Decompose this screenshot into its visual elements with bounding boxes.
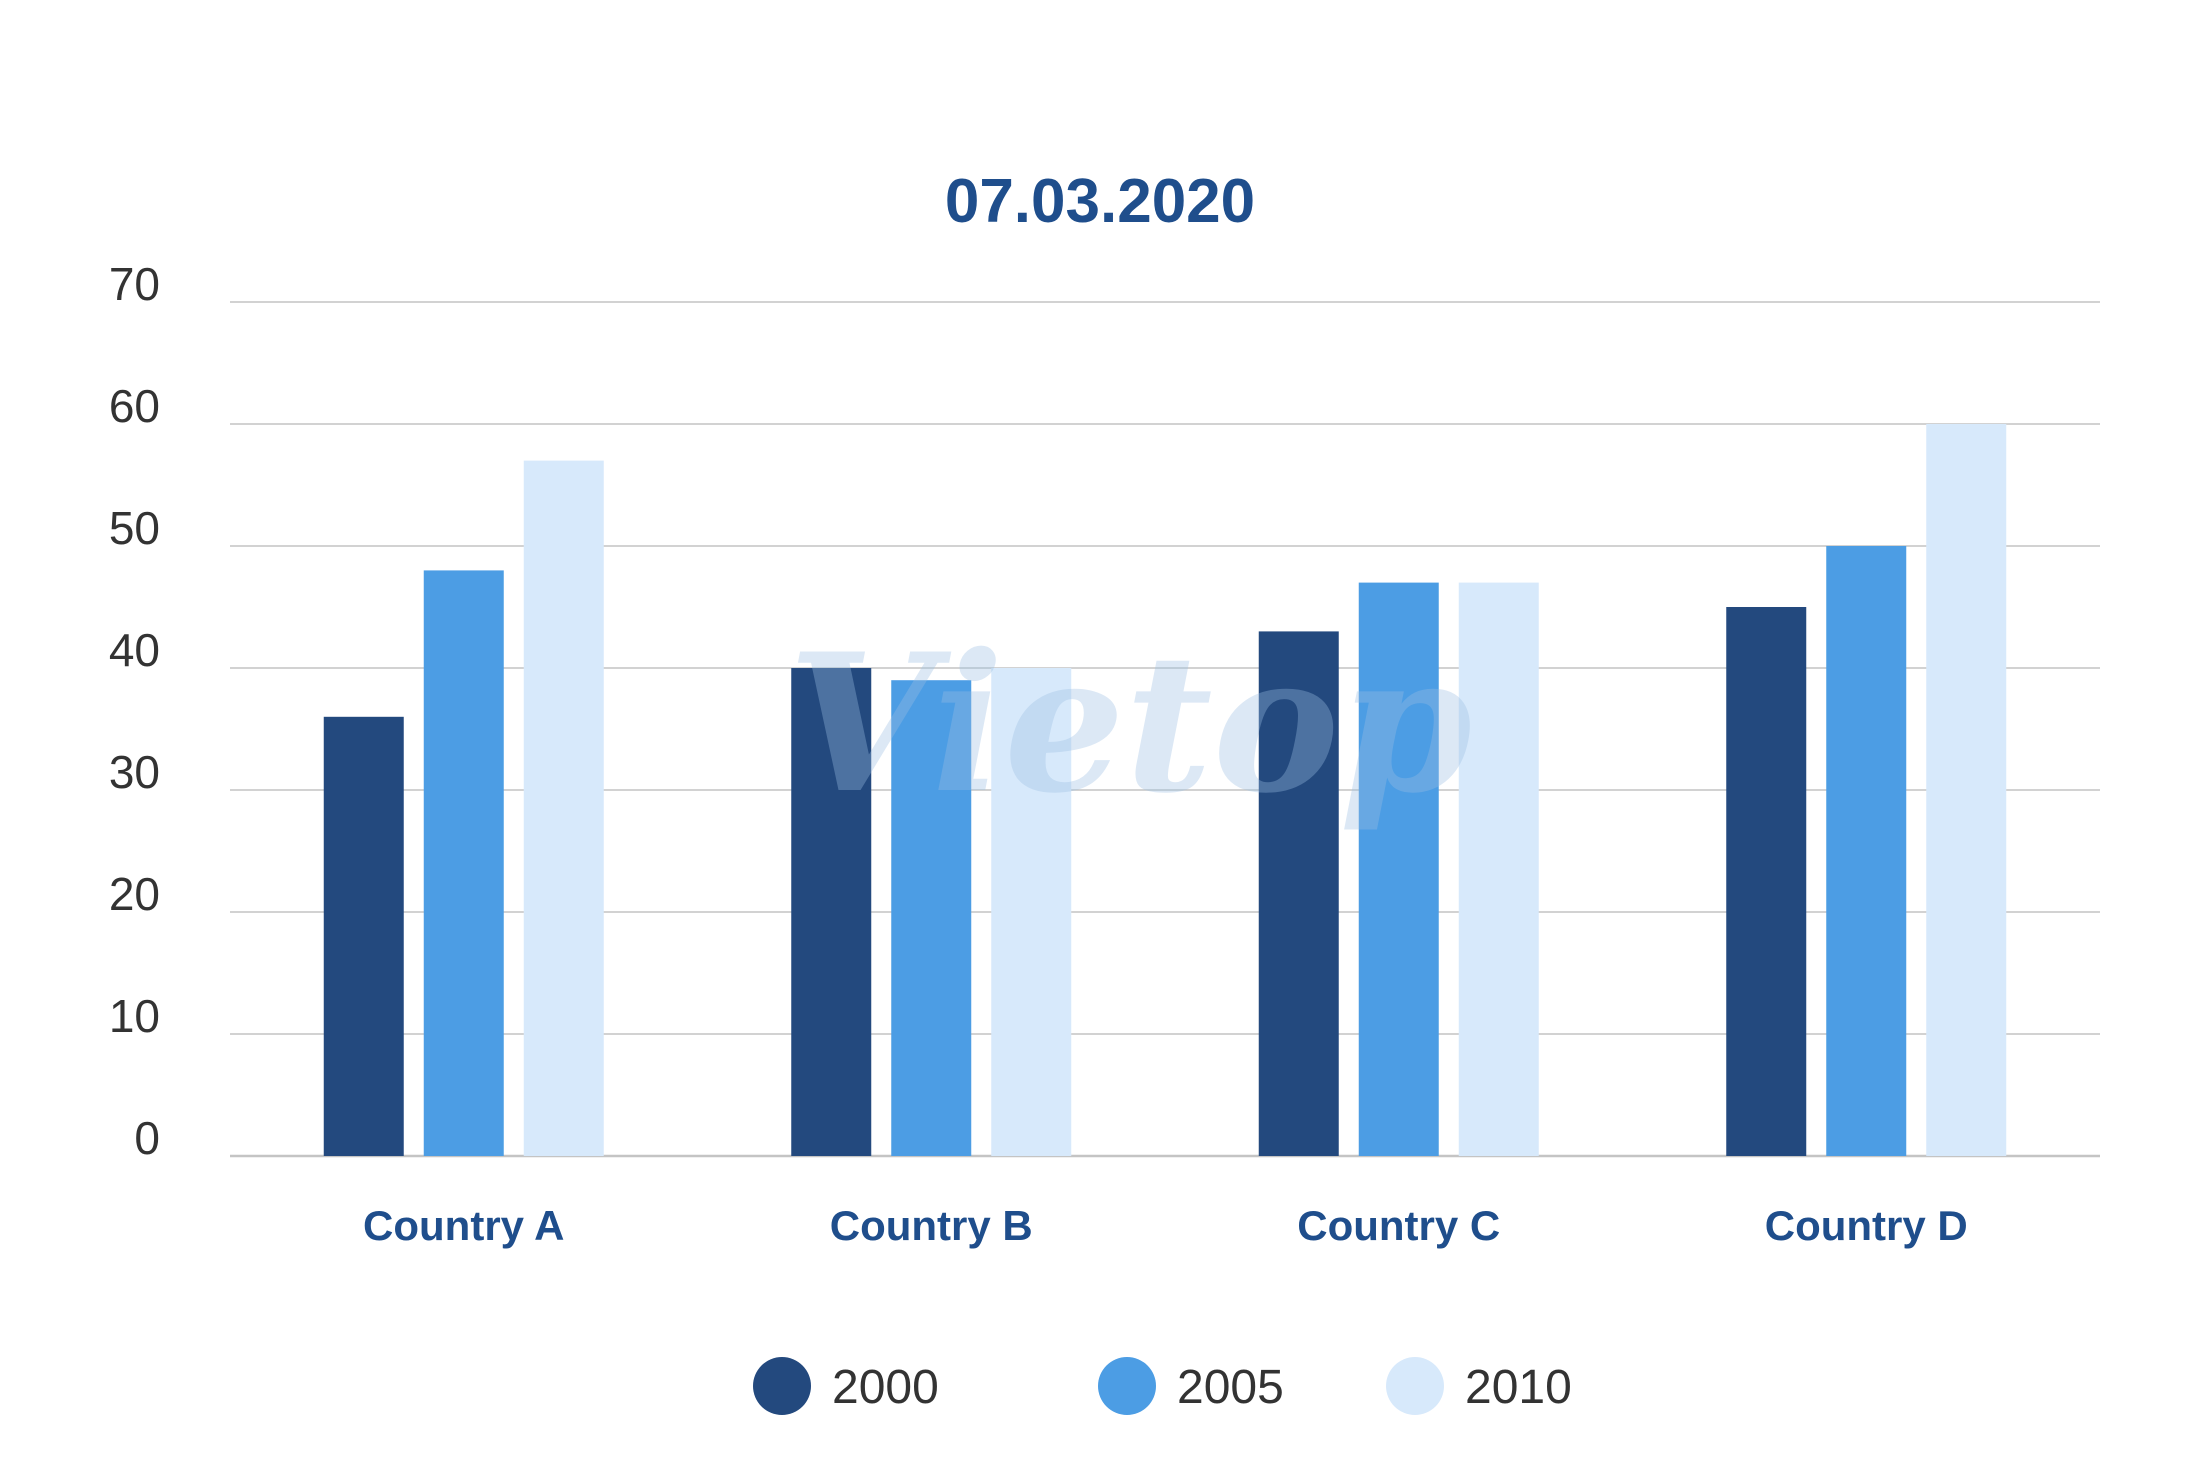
y-tick-label: 60 xyxy=(109,380,160,432)
bar-country-d-2010 xyxy=(1926,424,2007,1156)
x-tick-label: Country D xyxy=(1765,1202,1968,1249)
y-axis: 0 10 20 30 40 50 60 70 xyxy=(109,258,160,1164)
y-tick-label: 20 xyxy=(109,868,160,920)
chart-title: 07.03.2020 xyxy=(945,167,1255,236)
bar-country-c-2000 xyxy=(1258,631,1339,1156)
bar-country-c-2010 xyxy=(1458,582,1539,1156)
legend: 2000 2005 2010 xyxy=(753,1357,1572,1415)
legend-swatch-2010 xyxy=(1386,1357,1444,1415)
watermark-logo: Vietop xyxy=(788,612,1472,835)
bars xyxy=(323,424,2007,1157)
legend-swatch-2005 xyxy=(1098,1357,1156,1415)
bar-country-b-2010 xyxy=(991,668,1072,1156)
x-tick-label: Country C xyxy=(1297,1202,1500,1249)
x-axis: Country A Country B Country C Country D xyxy=(363,1202,1968,1249)
x-tick-label: Country A xyxy=(363,1202,564,1249)
bar-country-a-2000 xyxy=(323,716,404,1156)
bar-country-b-2000 xyxy=(791,668,872,1156)
y-tick-label: 30 xyxy=(109,746,160,798)
y-tick-label: 70 xyxy=(109,258,160,310)
y-tick-label: 0 xyxy=(134,1112,160,1164)
bar-country-d-2005 xyxy=(1826,546,1907,1156)
bar-country-b-2005 xyxy=(891,680,972,1156)
y-tick-label: 10 xyxy=(109,990,160,1042)
y-tick-label: 40 xyxy=(109,624,160,676)
bar-country-a-2010 xyxy=(523,460,604,1157)
x-tick-label: Country B xyxy=(830,1202,1033,1249)
legend-label: 2005 xyxy=(1177,1361,1284,1414)
legend-label: 2010 xyxy=(1465,1361,1572,1414)
bar-country-d-2000 xyxy=(1726,607,1807,1156)
legend-swatch-2000 xyxy=(753,1357,811,1415)
bar-country-c-2005 xyxy=(1358,582,1439,1156)
bar-country-a-2005 xyxy=(423,570,504,1156)
y-tick-label: 50 xyxy=(109,502,160,554)
legend-label: 2000 xyxy=(832,1361,939,1414)
